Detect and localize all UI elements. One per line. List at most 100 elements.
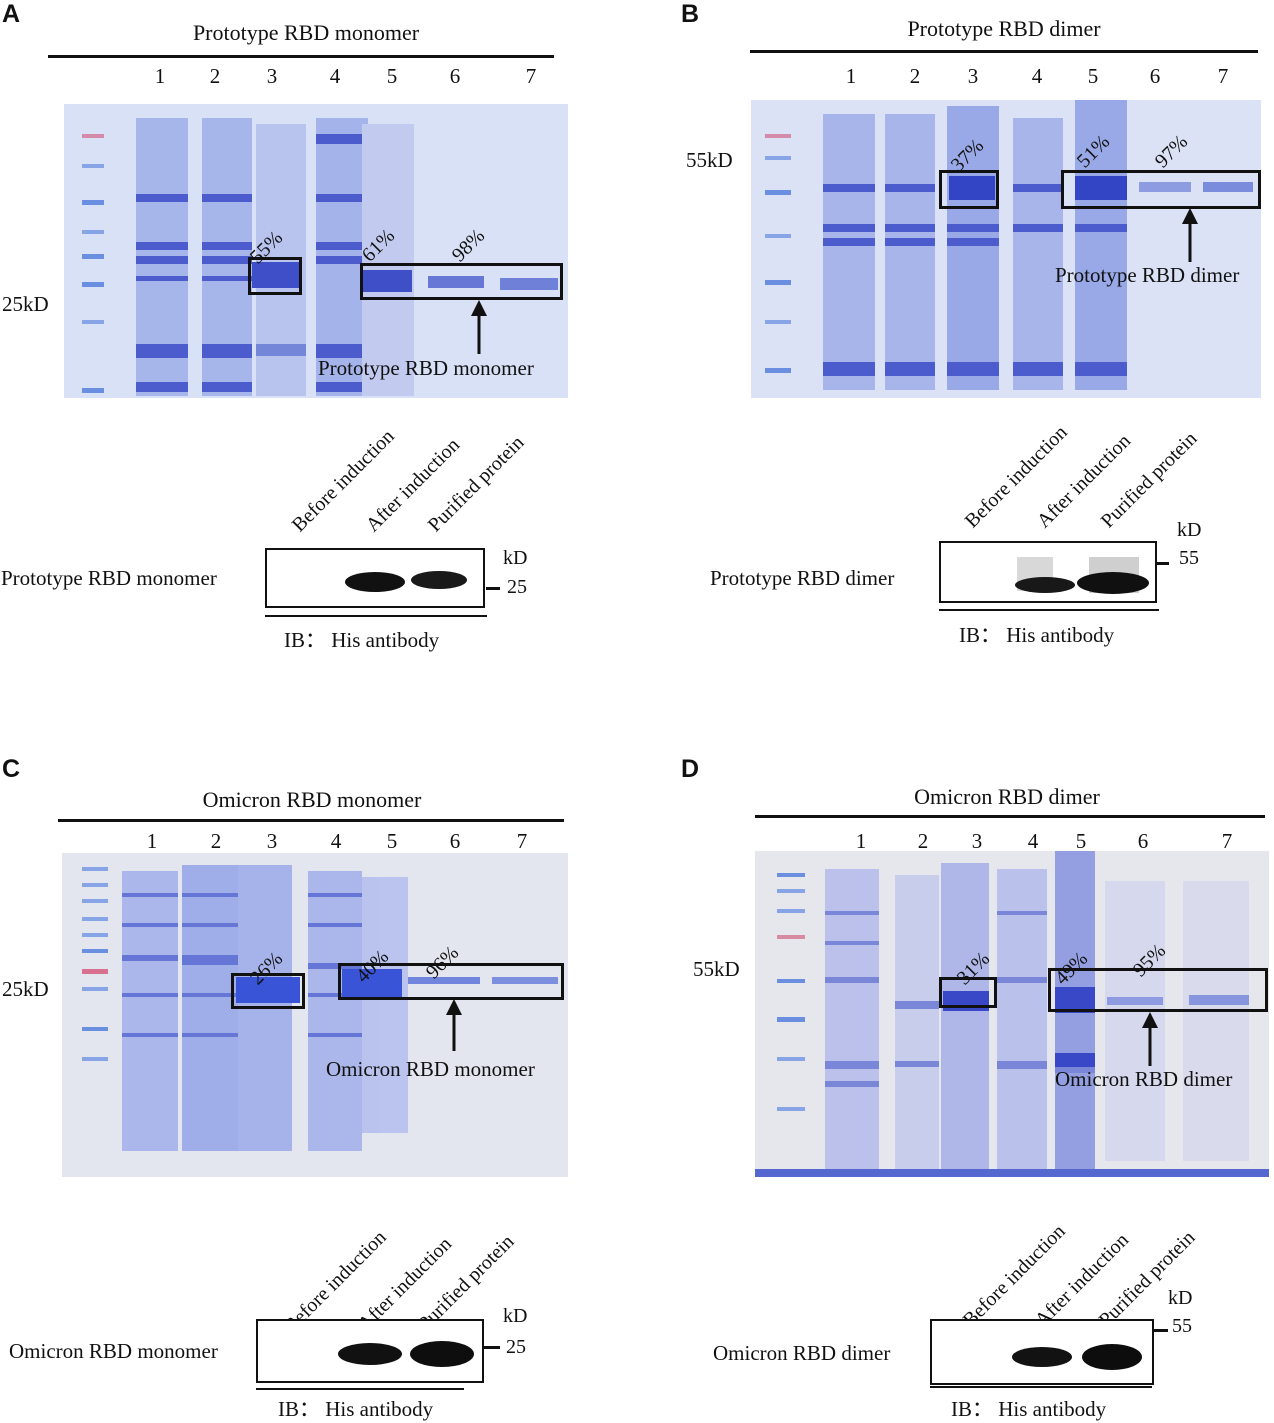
- lane-number: 6: [449, 829, 461, 853]
- band-highlight-box: [360, 263, 563, 300]
- marker-size-label: 55kD: [693, 957, 740, 981]
- band-highlight-box: [231, 973, 305, 1009]
- lane-number: 5: [386, 64, 398, 88]
- lane-number: 7: [516, 829, 528, 853]
- panel-b: B Prototype RBD dimer 1 2 3 4 5 6 7: [637, 0, 1274, 709]
- western-blot: [256, 1319, 484, 1383]
- western-blot: [939, 541, 1157, 603]
- lane-number: 1: [845, 64, 857, 88]
- panel-letter: D: [681, 755, 700, 783]
- blot-kd-unit: kD: [503, 547, 528, 569]
- lane-number: 5: [1087, 64, 1099, 88]
- blot-protein-name: Prototype RBD dimer: [710, 566, 895, 590]
- western-blot: [930, 1319, 1154, 1385]
- lane-number: 4: [330, 829, 342, 853]
- blot-kd-unit: kD: [1168, 1287, 1193, 1309]
- sds-page-gel: [755, 851, 1269, 1177]
- panel-c: C Omicron RBD monomer 1 2 3 4 5 6 7: [0, 709, 637, 1421]
- lane-number: 2: [909, 64, 921, 88]
- blot-protein-name: Prototype RBD monomer: [1, 566, 217, 590]
- blot-image: [338, 1341, 474, 1367]
- panel-title: Omicron RBD dimer: [914, 784, 1100, 809]
- blot-kd-value: 25: [506, 1336, 526, 1358]
- panel-letter: A: [2, 0, 21, 28]
- arrow-up-icon: [1182, 208, 1198, 262]
- blot-image: [1012, 1344, 1142, 1370]
- gel-image: [765, 100, 1253, 390]
- lane-number: 3: [266, 64, 278, 88]
- band-highlight-box: [338, 963, 564, 1000]
- size-tick: [1154, 1329, 1168, 1332]
- lane-number: 1: [855, 829, 867, 853]
- band-highlight-box: [1048, 968, 1268, 1012]
- lane-number: 5: [1075, 829, 1087, 853]
- western-blot: [265, 548, 485, 608]
- gel-image: [755, 851, 1269, 1177]
- lane-number: 6: [449, 64, 461, 88]
- band-highlight-box: [1061, 170, 1261, 209]
- ib-rule: [930, 1386, 1152, 1388]
- ib-rule: [265, 615, 487, 617]
- target-band-label: Omicron RBD monomer: [326, 1057, 535, 1081]
- target-band-label: Prototype RBD monomer: [318, 356, 534, 380]
- panel-letter: B: [681, 0, 700, 28]
- band-highlight-box: [248, 257, 302, 295]
- title-rule: [48, 55, 554, 58]
- panel-title: Prototype RBD dimer: [907, 16, 1101, 41]
- title-rule: [755, 815, 1265, 818]
- lane-number: 6: [1149, 64, 1161, 88]
- lane-number: 7: [1217, 64, 1229, 88]
- lane-number: 5: [386, 829, 398, 853]
- lane-number: 4: [1027, 829, 1039, 853]
- lane-number: 3: [967, 64, 979, 88]
- marker-size-label: 25kD: [2, 292, 49, 316]
- blot-image: [345, 571, 467, 592]
- lane-number: 7: [1221, 829, 1233, 853]
- lane-number: 2: [209, 64, 221, 88]
- marker-size-label: 55kD: [686, 148, 733, 172]
- ib-label: IB： His antibody: [951, 1397, 1107, 1421]
- blot-kd-value: 55: [1172, 1315, 1192, 1337]
- blot-kd-unit: kD: [1177, 519, 1202, 541]
- lane-number: 4: [329, 64, 341, 88]
- size-tick: [1157, 562, 1169, 565]
- lane-number: 3: [971, 829, 983, 853]
- marker-size-label: 25kD: [2, 977, 49, 1001]
- title-rule: [58, 819, 564, 822]
- arrow-up-icon: [471, 300, 487, 354]
- sds-page-gel: [751, 100, 1261, 398]
- arrow-up-icon: [446, 999, 462, 1051]
- target-band-label: Prototype RBD dimer: [1055, 263, 1240, 287]
- sds-page-gel: [64, 104, 568, 398]
- lane-number: 2: [210, 829, 222, 853]
- title-rule: [750, 50, 1258, 53]
- lane-number: 3: [266, 829, 278, 853]
- band-highlight-box: [939, 977, 997, 1008]
- sds-page-gel: [62, 853, 568, 1177]
- panel-title: Omicron RBD monomer: [202, 787, 422, 812]
- ib-label: IB： His antibody: [284, 628, 440, 652]
- blot-protein-name: Omicron RBD monomer: [9, 1339, 218, 1363]
- gel-image: [82, 118, 558, 396]
- gel-image: [82, 865, 558, 1151]
- blot-kd-value: 25: [507, 576, 527, 598]
- lane-number: 7: [525, 64, 537, 88]
- panel-a: A Prototype RBD monomer 1 2 3 4 5 6 7: [0, 0, 637, 709]
- band-highlight-box: [939, 170, 999, 209]
- panel-title: Prototype RBD monomer: [192, 20, 420, 45]
- lane-number: 1: [154, 64, 166, 88]
- blot-kd-value: 55: [1179, 547, 1199, 569]
- blot-image: [1015, 557, 1149, 594]
- blot-protein-name: Omicron RBD dimer: [713, 1341, 891, 1365]
- target-band-label: Omicron RBD dimer: [1055, 1067, 1233, 1091]
- ib-rule: [939, 609, 1159, 611]
- panel-d: D Omicron RBD dimer 1 2 3 4 5 6 7: [637, 709, 1274, 1421]
- ib-label: IB： His antibody: [278, 1397, 434, 1421]
- ib-label: IB： His antibody: [959, 623, 1115, 647]
- panel-letter: C: [2, 755, 21, 783]
- lane-number: 1: [146, 829, 158, 853]
- size-tick: [486, 587, 500, 590]
- lane-number: 6: [1137, 829, 1149, 853]
- arrow-up-icon: [1142, 1012, 1158, 1066]
- ib-rule: [256, 1388, 464, 1390]
